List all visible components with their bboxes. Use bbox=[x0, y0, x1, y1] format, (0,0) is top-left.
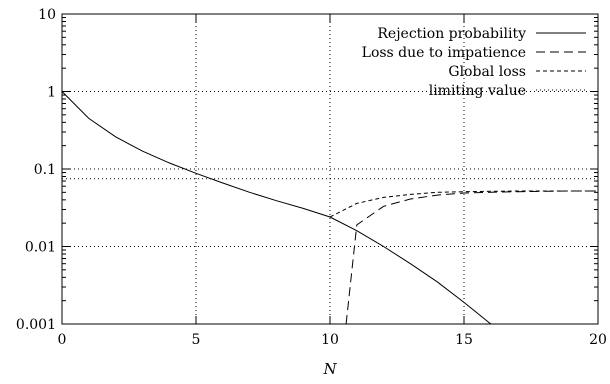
x-tick-label: 10 bbox=[321, 332, 339, 348]
x-axis-title: N bbox=[322, 360, 337, 378]
legend-label: Rejection probability bbox=[377, 26, 526, 42]
grid bbox=[62, 14, 598, 324]
series-line-1 bbox=[61, 91, 492, 325]
legend: Rejection probability Loss due to impatie… bbox=[362, 26, 586, 99]
ticks bbox=[61, 13, 599, 325]
x-tick-label: 15 bbox=[455, 332, 473, 348]
legend-label: limiting value bbox=[429, 83, 526, 99]
y-tick-label: 0.001 bbox=[16, 317, 56, 333]
y-tick-label: 0.1 bbox=[34, 162, 56, 178]
legend-label: Loss due to impatience bbox=[362, 45, 526, 61]
series-layer bbox=[61, 91, 598, 325]
x-tick-label: 20 bbox=[589, 332, 607, 348]
series-line-3 bbox=[329, 190, 598, 218]
legend-label: Global loss bbox=[448, 64, 526, 80]
y-tick-label: 1 bbox=[47, 85, 56, 101]
y-tick-label: 10 bbox=[38, 7, 56, 23]
tick-labels: 0 5 10 15 20 0.001 0.01 0.1 1 10 bbox=[16, 7, 607, 348]
y-tick-label: 0.01 bbox=[25, 240, 56, 256]
x-tick-label: 5 bbox=[192, 332, 201, 348]
series-line-2 bbox=[345, 190, 598, 325]
x-tick-label: 0 bbox=[58, 332, 67, 348]
